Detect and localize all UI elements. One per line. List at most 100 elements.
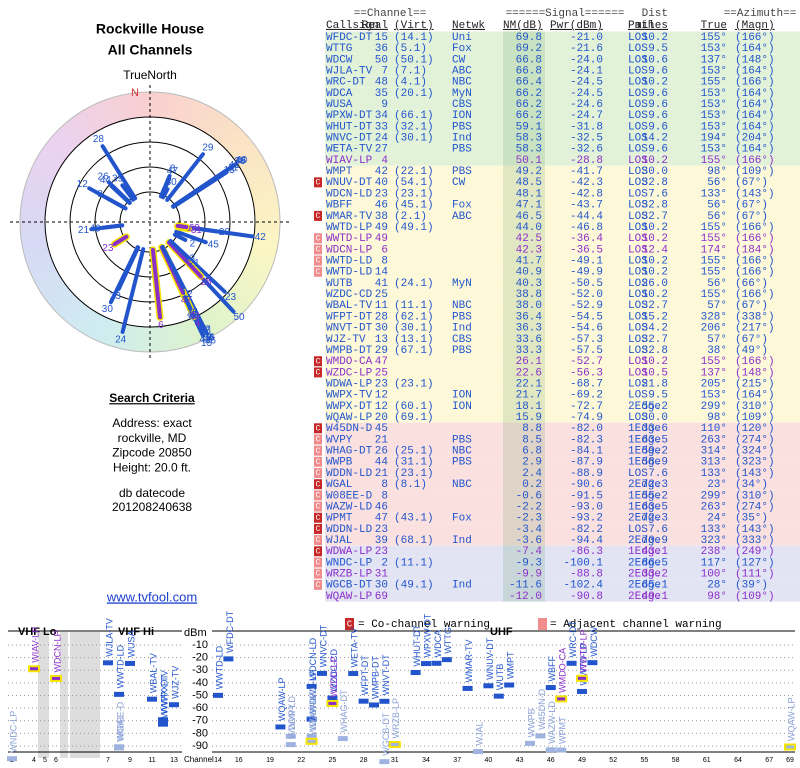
warning-flag-text: C bbox=[316, 212, 321, 221]
cell: LOS bbox=[628, 121, 648, 133]
signal-bar bbox=[213, 692, 223, 698]
signal-bar bbox=[158, 717, 168, 723]
signal-bar bbox=[587, 660, 598, 666]
cell: NBC bbox=[452, 479, 472, 491]
cell: WDCN-LD bbox=[326, 188, 373, 200]
cell: 34.2 bbox=[642, 323, 668, 335]
cell: -84.1 bbox=[570, 446, 603, 458]
cell: 24 bbox=[375, 133, 389, 145]
table: ==Channel== ======Signal====== Dist ==Azimu… bbox=[314, 8, 800, 603]
row-background bbox=[325, 98, 800, 110]
cell: 23 bbox=[375, 378, 388, 390]
warning-flag-text: C bbox=[316, 458, 321, 467]
signal-label: WGCB-DT bbox=[381, 712, 391, 755]
signal-label: WQAW-LP bbox=[786, 697, 796, 741]
signal-bar bbox=[566, 660, 577, 666]
column-header: Netwk bbox=[452, 20, 485, 32]
signal-bar bbox=[535, 733, 546, 739]
signal-bar bbox=[462, 685, 473, 691]
spoke-label: 50 bbox=[233, 312, 245, 323]
cell: 69.8 bbox=[516, 32, 542, 44]
cell: (30.1) bbox=[394, 133, 434, 145]
cell: 42.3 bbox=[516, 244, 542, 256]
cell: -11.6 bbox=[509, 580, 542, 592]
row-background bbox=[325, 310, 800, 323]
warning-flag-text: C bbox=[316, 234, 321, 243]
spoke-label: 6 bbox=[158, 320, 164, 331]
spoke-label: 41 bbox=[229, 160, 241, 171]
legend-text: = Adjacent channel warning bbox=[550, 619, 722, 631]
cell: (164°) bbox=[735, 88, 775, 100]
cell: 26.1 bbox=[516, 356, 543, 368]
row-background bbox=[325, 333, 800, 345]
cell: 26 bbox=[375, 446, 388, 458]
dbm-tick-label: -90 bbox=[192, 740, 208, 752]
row-background bbox=[325, 489, 800, 501]
signal-label: WNVC-DT bbox=[318, 624, 328, 667]
spoke-label: 15 bbox=[201, 338, 213, 349]
cell: 15.2 bbox=[642, 311, 668, 323]
cell: WQAW-LP bbox=[326, 412, 373, 424]
cell: 155° bbox=[701, 32, 727, 44]
warning-flag bbox=[314, 266, 322, 277]
signal-label: WHAG-DT bbox=[339, 689, 349, 732]
warning-flag-text: C bbox=[316, 357, 321, 366]
cell: 72.3 bbox=[642, 513, 668, 525]
cell: 2Edge bbox=[628, 580, 661, 592]
signal-bar bbox=[556, 747, 567, 753]
cell: (310°) bbox=[735, 490, 775, 502]
signal-label: WMAR-TV bbox=[464, 639, 474, 682]
cell: -57.5 bbox=[570, 345, 603, 357]
cell: (166°) bbox=[735, 267, 775, 279]
cell: 23 bbox=[375, 546, 388, 558]
cell: WNDC-LP bbox=[326, 557, 373, 569]
column-header: Path bbox=[628, 20, 654, 32]
cell: WWTD-LP bbox=[326, 233, 373, 245]
cell: 263° bbox=[701, 434, 727, 446]
warning-flag-text: C bbox=[316, 559, 321, 568]
cell: 38.8 bbox=[516, 289, 542, 301]
signal-bar bbox=[473, 749, 483, 755]
cell: LOS bbox=[628, 88, 648, 100]
row-background bbox=[325, 243, 800, 256]
true-north-label: TrueNorth bbox=[123, 68, 177, 82]
cell: 22.6 bbox=[516, 367, 542, 379]
link[interactable]: www.tvfool.com bbox=[106, 589, 197, 604]
row-background bbox=[325, 288, 800, 300]
cell: 155° bbox=[701, 222, 727, 234]
channel-tick-label: 5 bbox=[43, 757, 47, 764]
cell: 8 bbox=[381, 256, 388, 268]
cell: -57.3 bbox=[570, 334, 603, 346]
header-group: Dist bbox=[642, 8, 668, 20]
cell: -21.6 bbox=[570, 43, 603, 55]
signal-bar bbox=[576, 674, 588, 682]
cell: 155° bbox=[701, 155, 727, 167]
spoke-label: 30 bbox=[102, 304, 114, 315]
channel-tick-label: 64 bbox=[734, 757, 742, 764]
signal-bar bbox=[114, 745, 124, 751]
cell: 18.1 bbox=[516, 401, 543, 413]
cell: 153° bbox=[701, 144, 727, 156]
cell: 117° bbox=[701, 557, 727, 569]
channel-tick-label: 37 bbox=[453, 757, 461, 764]
cell: 2Edge bbox=[628, 479, 661, 491]
signal-label: WWTD-LD bbox=[115, 644, 125, 688]
channel-tick-label: 31 bbox=[391, 757, 399, 764]
cell: WHUT-DT bbox=[326, 121, 373, 133]
cell: (324°) bbox=[735, 446, 775, 458]
cell: -24.6 bbox=[570, 99, 603, 111]
cell: 12.4 bbox=[642, 244, 669, 256]
cell: 1Edge bbox=[628, 546, 661, 558]
dbm-tick-label: -60 bbox=[192, 702, 208, 714]
signal-bar bbox=[369, 702, 379, 708]
warning-flag bbox=[314, 579, 322, 590]
cell: (30.1) bbox=[394, 323, 434, 335]
cell: 26.0 bbox=[642, 278, 668, 290]
cell: (120°) bbox=[735, 423, 775, 435]
signal-label: WDWA-LP bbox=[308, 670, 318, 713]
cell: -36.4 bbox=[570, 233, 603, 245]
spoke-label: 36 bbox=[205, 335, 217, 346]
header-group: ==Channel== bbox=[354, 8, 427, 20]
warning-flag bbox=[314, 445, 322, 456]
cell: (166°) bbox=[735, 256, 775, 268]
